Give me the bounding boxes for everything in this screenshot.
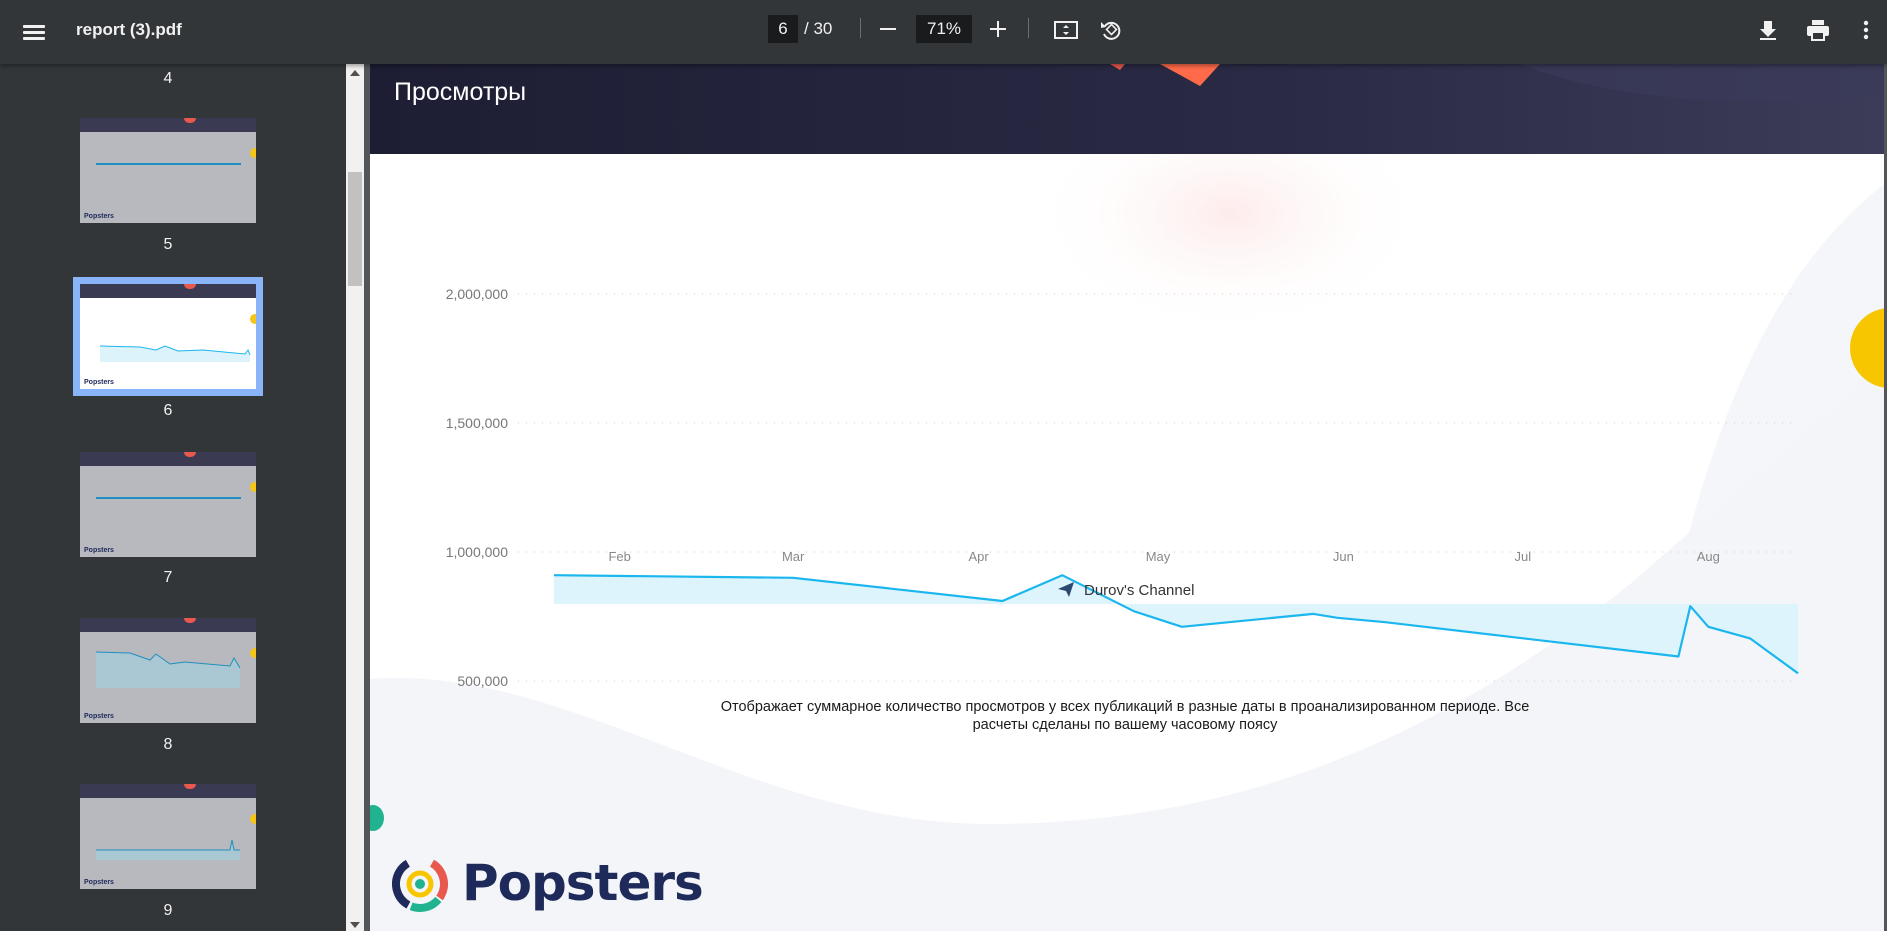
thumbnail-logo: Popsters	[84, 713, 114, 720]
page-total: / 30	[804, 19, 833, 38]
thumbnail-page-7[interactable]: Popsters	[80, 452, 256, 557]
pdf-page: Просмотры 2,000,000 1,500,000 1,000,000 500…	[370, 64, 1884, 931]
print-icon[interactable]	[1804, 16, 1832, 44]
zoom-input[interactable]	[916, 15, 972, 43]
thumbnail-page-9[interactable]: Popsters	[80, 784, 256, 889]
zoom-out-icon[interactable]	[878, 17, 900, 41]
x-tick-label: Apr	[968, 549, 989, 564]
y-tick-label: 500,000	[457, 673, 508, 689]
thumbnail-sidebar: 4 Popsters 5 Popsters 6 Popsters 7 Popst…	[0, 64, 346, 931]
x-tick-label: Jul	[1515, 549, 1532, 564]
more-vert-icon[interactable]	[1852, 16, 1880, 44]
page-background	[370, 94, 1884, 931]
x-tick-label: May	[1146, 549, 1171, 564]
menu-icon[interactable]	[20, 18, 48, 46]
thumbnail-logo: Popsters	[84, 547, 114, 554]
x-tick-label: Mar	[782, 549, 805, 564]
x-tick-label: Aug	[1697, 549, 1720, 564]
pdf-viewer[interactable]: Просмотры 2,000,000 1,500,000 1,000,000 500…	[364, 64, 1887, 931]
rotate-icon[interactable]	[1097, 16, 1125, 44]
thumbnail-label: 7	[163, 569, 173, 586]
thumbnail-label: 9	[163, 902, 173, 919]
fit-page-icon[interactable]	[1052, 16, 1080, 44]
download-icon[interactable]	[1754, 16, 1782, 44]
popsters-logo-icon	[392, 856, 449, 912]
thumbnail-page-8[interactable]: Popsters	[80, 618, 256, 723]
page-header: Просмотры	[370, 64, 1884, 154]
toolbar-divider	[1028, 18, 1029, 38]
y-tick-label: 1,000,000	[446, 544, 508, 560]
pdf-toolbar: report (3).pdf / 30	[0, 0, 1887, 64]
header-decoration	[1110, 64, 1884, 102]
views-chart: 2,000,000 1,500,000 1,000,000 500,000 Feb Mar…	[446, 286, 1799, 689]
scroll-down-icon[interactable]	[350, 922, 360, 928]
y-tick-label: 2,000,000	[446, 286, 508, 302]
popsters-logo: Popsters	[392, 850, 704, 916]
thumbnail-logo: Popsters	[84, 213, 114, 220]
thumbnail-page-6[interactable]: Popsters	[73, 277, 263, 396]
decorative-dot	[370, 805, 384, 831]
thumbnail-logo: Popsters	[84, 379, 114, 386]
telegram-icon	[1058, 582, 1074, 597]
toolbar-divider	[860, 18, 861, 38]
chart-caption: Отображает суммарное количество просмотр…	[720, 699, 1530, 733]
page-number-input[interactable]	[768, 15, 798, 43]
thumbnail-page-5[interactable]: Popsters	[80, 118, 256, 223]
sidebar-scrollbar-thumb[interactable]	[348, 172, 362, 286]
x-tick-label: Feb	[608, 549, 630, 564]
x-tick-label: Jun	[1333, 549, 1354, 564]
y-tick-label: 1,500,000	[446, 415, 508, 431]
legend-label: Durov's Channel	[1084, 582, 1194, 599]
logo-wordmark: Popsters	[462, 854, 704, 912]
scroll-up-icon[interactable]	[350, 70, 360, 76]
thumbnail-logo: Popsters	[84, 879, 114, 886]
document-title: report (3).pdf	[76, 20, 182, 39]
series-line	[553, 574, 1799, 675]
page-title: Просмотры	[394, 78, 527, 106]
thumbnail-label: 6	[163, 402, 173, 419]
thumbnail-label: 5	[163, 236, 173, 253]
zoom-in-icon[interactable]	[988, 17, 1010, 41]
thumbnail-label: 8	[163, 736, 173, 753]
thumbnail-label: 4	[163, 70, 173, 87]
